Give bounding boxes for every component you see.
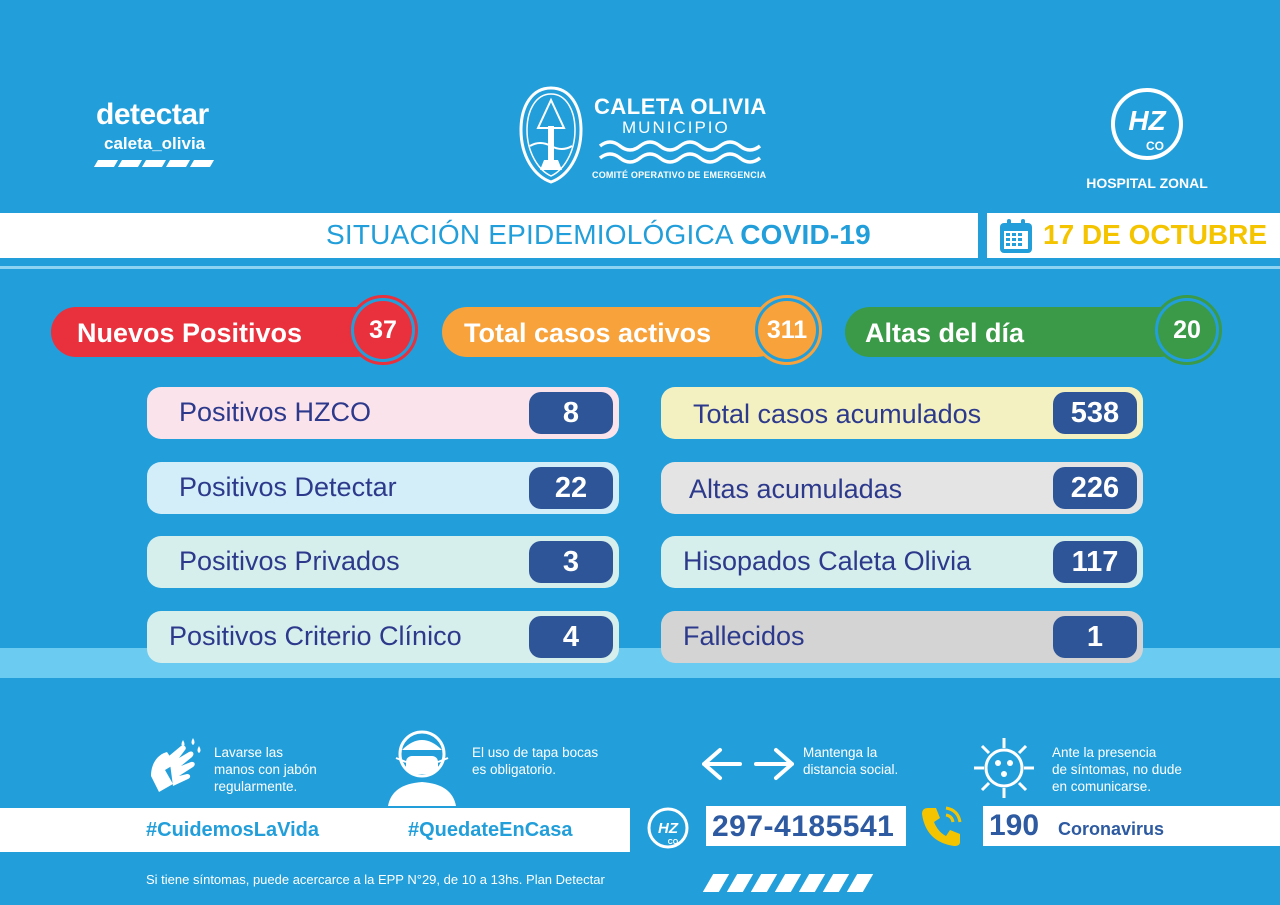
municipal-shield-icon	[519, 86, 583, 184]
hand-wash-icon	[151, 738, 201, 792]
card-label: Total casos acumulados	[693, 399, 982, 429]
summary-new-positives-badge: 37	[348, 295, 418, 365]
hospital-logo: HZ CO HOSPITAL ZONAL	[1072, 86, 1222, 191]
report-date: 17 DE OCTUBRE	[1043, 219, 1268, 250]
card-label: Hisopados Caleta Olivia	[683, 546, 972, 576]
distance-arrows-icon	[702, 748, 794, 780]
detectar-stripes	[93, 160, 236, 167]
card-hisopados-caleta-olivia: Hisopados Caleta Olivia 117	[661, 536, 1143, 588]
municipio-committee: COMITÉ OPERATIVO DE EMERGENCIA	[592, 170, 767, 180]
virus-icon	[974, 738, 1034, 798]
card-label: Positivos HZCO	[179, 397, 372, 427]
summary-value: 37	[354, 301, 412, 359]
hospital-zonal-small-icon: HZ CO	[647, 807, 689, 849]
tip-mask: El uso de tapa bocas es obligatorio.	[472, 745, 599, 777]
card-value: 117	[1053, 541, 1137, 583]
card-label: Altas acumuladas	[689, 474, 903, 504]
svg-text:HZ: HZ	[658, 820, 679, 837]
municipio-subtitle: MUNICIPIO	[622, 118, 730, 137]
svg-text:CO: CO	[668, 839, 679, 846]
card-value: 226	[1053, 467, 1137, 509]
summary-active-cases: Total casos activos	[442, 307, 782, 357]
municipio-title: CALETA OLIVIA	[594, 94, 767, 119]
hotline-label: Coronavirus	[1058, 819, 1165, 839]
tip-wash: Lavarse las manos con jabón regularmente.	[214, 745, 317, 794]
card-label: Positivos Criterio Clínico	[169, 621, 462, 651]
card-positivos-criterio-clinico: Positivos Criterio Clínico 4	[147, 611, 619, 663]
face-mask-icon	[388, 730, 456, 806]
phone-box: 297-4185541	[706, 806, 906, 846]
card-value: 3	[529, 541, 613, 583]
phone-number: 297-4185541	[712, 810, 895, 843]
summary-daily-discharges-badge: 20	[1152, 295, 1222, 365]
calendar-icon	[1000, 219, 1032, 253]
card-label: Fallecidos	[683, 621, 805, 651]
card-label: Positivos Privados	[179, 546, 400, 576]
hashtag-bar: #CuidemosLaVida #QuedateEnCasa	[0, 808, 630, 852]
hashtag-quedate: #QuedateEnCasa	[408, 819, 573, 841]
hotline-box: 190 Coronavirus	[983, 806, 1280, 846]
card-fallecidos: Fallecidos 1	[661, 611, 1143, 663]
page-title: SITUACIÓN EPIDEMIOLÓGICA COVID-19	[326, 219, 871, 250]
hospital-logo-sub: CO	[1146, 139, 1164, 153]
card-positivos-hzco: Positivos HZCO 8	[147, 387, 619, 439]
card-value: 4	[529, 616, 613, 658]
card-value: 22	[529, 467, 613, 509]
footer-stripes	[702, 874, 874, 892]
card-value: 1	[1053, 616, 1137, 658]
hashtag-cuidemos: #CuidemosLaVida	[146, 819, 320, 841]
tip-symptoms: Ante la presencia de síntomas, no dude en …	[1052, 745, 1182, 794]
card-value: 538	[1053, 392, 1137, 434]
summary-active-cases-badge: 311	[752, 295, 822, 365]
summary-label: Altas del día	[865, 318, 1025, 348]
summary-label: Nuevos Positivos	[77, 318, 303, 348]
hospital-label: HOSPITAL ZONAL	[1086, 175, 1208, 191]
footer-note: Si tiene síntomas, puede acercarce a la …	[146, 872, 605, 887]
card-altas-acumuladas: Altas acumuladas 226	[661, 462, 1143, 514]
phone-icon	[922, 806, 962, 846]
detectar-title: detectar	[96, 98, 209, 131]
summary-value: 311	[758, 301, 816, 359]
date-box: 17 DE OCTUBRE	[987, 213, 1280, 258]
detectar-subtitle: caleta_olivia	[104, 134, 206, 153]
summary-value: 20	[1158, 301, 1216, 359]
municipio-logo: CALETA OLIVIA MUNICIPIO COMITÉ OPERATIVO…	[518, 86, 778, 186]
title-bar: SITUACIÓN EPIDEMIOLÓGICA COVID-19	[0, 213, 978, 258]
card-value: 8	[529, 392, 613, 434]
hospital-zonal-icon: HZ CO	[1111, 88, 1183, 160]
waves-icon	[598, 140, 762, 164]
summary-daily-discharges: Altas del día	[845, 307, 1185, 357]
card-total-casos-acumulados: Total casos acumulados 538	[661, 387, 1143, 439]
tip-distance: Mantenga la distancia social.	[803, 745, 899, 777]
card-positivos-detectar: Positivos Detectar 22	[147, 462, 619, 514]
summary-new-positives: Nuevos Positivos	[51, 307, 381, 357]
summary-label: Total casos activos	[464, 318, 712, 348]
title-divider	[0, 266, 1280, 269]
hospital-logo-text: HZ	[1128, 105, 1166, 136]
detectar-logo: detectar caleta_olivia	[93, 98, 236, 167]
card-positivos-privados: Positivos Privados 3	[147, 536, 619, 588]
hotline-number: 190	[989, 809, 1040, 842]
card-label: Positivos Detectar	[179, 472, 397, 502]
